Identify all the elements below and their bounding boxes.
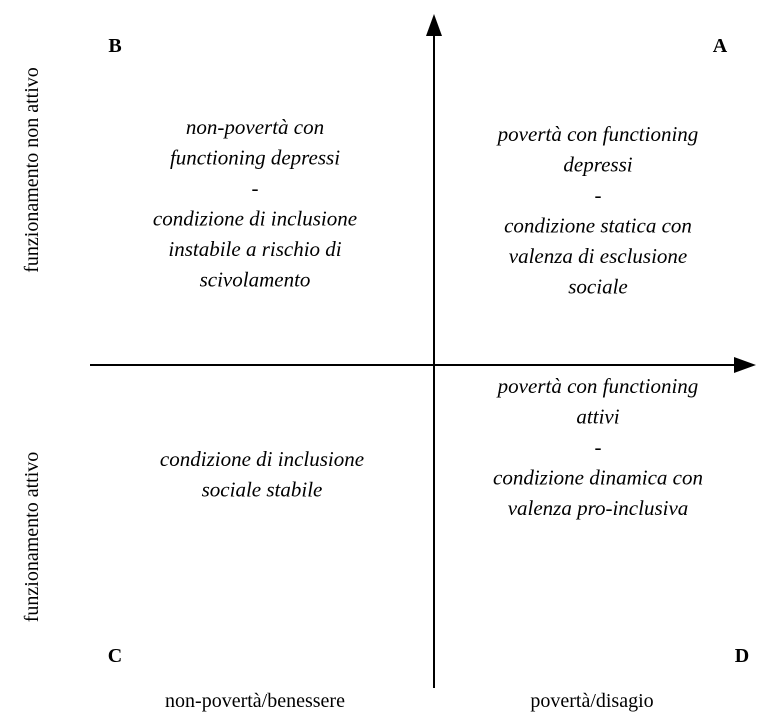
quadrant-text: instabile a rischio di <box>168 237 341 261</box>
axis-label: povertà/disagio <box>530 690 653 712</box>
arrow-head <box>734 357 756 373</box>
quadrant-text: non-povertà con <box>186 115 324 139</box>
quadrant-text: condizione di inclusione <box>153 207 357 231</box>
quadrant-text: depressi <box>563 153 632 177</box>
quadrant-text: - <box>595 183 602 207</box>
quadrant-letter: B <box>108 35 121 57</box>
quadrant-text: valenza di esclusione <box>509 244 687 268</box>
quadrant-text: sociale stabile <box>202 478 323 502</box>
quadrant-text: valenza pro-inclusiva <box>508 496 689 520</box>
quadrant-text: condizione statica con <box>504 214 692 238</box>
quadrant-text: scivolamento <box>200 268 311 292</box>
axis-label: non-povertà/benessere <box>165 690 345 712</box>
quadrant-text: condizione di inclusione <box>160 447 364 471</box>
quadrant-text: condizione dinamica con <box>493 466 703 490</box>
quadrant-text: functioning depressi <box>170 146 340 170</box>
quadrant-text: povertà con functioning <box>496 374 699 398</box>
arrow-head <box>426 14 442 36</box>
axis-label: funzionamento non attivo <box>21 67 43 273</box>
quadrant-text: sociale <box>568 275 627 299</box>
axis-label: funzionamento attivo <box>21 452 43 623</box>
quadrant-text: - <box>252 176 259 200</box>
quadrant-letter: C <box>108 645 122 667</box>
quadrant-text: povertà con functioning <box>496 122 699 146</box>
quadrant-letter: A <box>713 35 728 57</box>
quadrant-letter: D <box>735 645 749 667</box>
quadrant-text: - <box>595 435 602 459</box>
quadrant-text: attivi <box>576 405 619 429</box>
